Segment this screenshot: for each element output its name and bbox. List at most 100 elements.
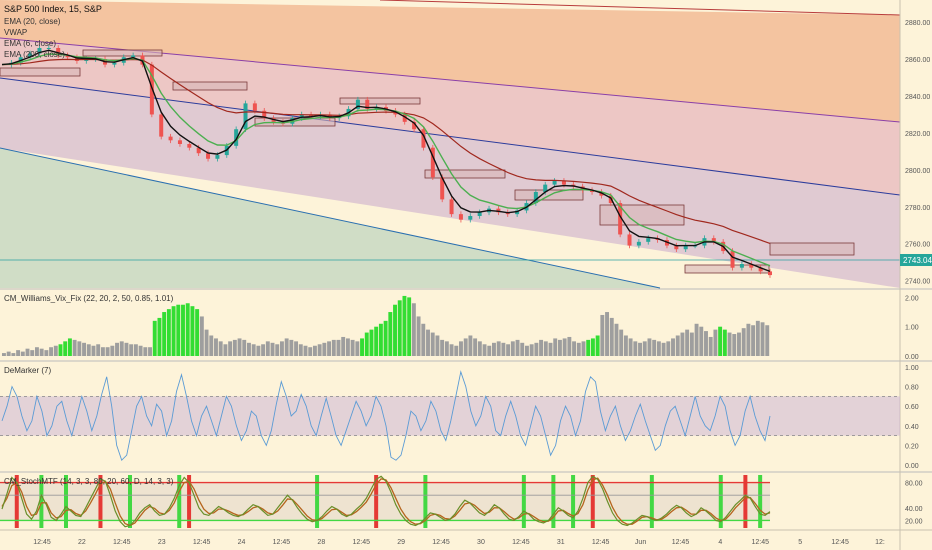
candle-body <box>168 136 173 141</box>
vix-bar <box>765 325 770 356</box>
overlay-vwap: VWAP <box>4 28 27 37</box>
vix-bar <box>157 317 162 356</box>
stoch-sell-signal <box>187 475 192 528</box>
vix-bar <box>402 295 407 356</box>
overlay-ema6: EMA (6, close) <box>4 39 56 48</box>
vix-bar <box>39 348 44 356</box>
candle-body <box>468 216 473 220</box>
candle-body <box>533 192 538 204</box>
stoch-panel-title: CM_StochMTF (14, 3, 3, 80, 20, 60, D, 14… <box>4 477 174 486</box>
overlay-ema200: EMA (200, close) <box>4 50 65 59</box>
vix-bar <box>214 338 218 356</box>
vix-bar <box>727 332 732 356</box>
price-axis: 2880.00 2860.00 2840.00 2820.00 2800.00 2780.… <box>905 20 930 285</box>
vix-bar <box>341 336 346 356</box>
time-tick-label: 12:45 <box>193 539 211 546</box>
vix-bar <box>67 338 72 356</box>
candle-body <box>252 103 257 111</box>
vix-bar <box>510 341 515 356</box>
vix-bar <box>539 339 544 356</box>
stoch-buy-signal <box>177 475 182 528</box>
vix-bar <box>737 332 741 356</box>
vix-bar <box>91 345 96 356</box>
vix-bar <box>199 316 204 356</box>
candle-body <box>46 48 51 49</box>
vix-bar <box>718 326 723 356</box>
vix-bar <box>746 323 751 356</box>
candle-body <box>299 114 304 119</box>
vix-bar <box>586 339 591 356</box>
vix-bar <box>704 331 708 356</box>
stoch-tick-label: 20.00 <box>905 518 923 525</box>
vix-bar <box>722 329 727 356</box>
stoch-sell-signal <box>374 475 379 528</box>
vix-bar <box>124 342 129 356</box>
price-tick-label: 2860.00 <box>905 57 930 64</box>
vix-bar <box>77 341 82 356</box>
vix-bar <box>152 320 157 356</box>
vix-bar <box>284 338 289 356</box>
candle-body <box>234 129 239 146</box>
price-lines <box>1 45 772 278</box>
demarker-tick-label: 0.40 <box>905 424 919 431</box>
vix-bar <box>557 339 562 356</box>
candle-body <box>515 210 520 215</box>
vix-bar <box>548 342 553 356</box>
vix-bar <box>298 344 303 356</box>
candle-body <box>683 245 688 250</box>
candle-body <box>112 62 117 65</box>
time-tick-label: 4 <box>718 539 722 546</box>
vix-bar <box>195 309 200 356</box>
vix-bar <box>265 341 270 356</box>
demarker-tick-label: 0.80 <box>905 385 919 392</box>
vix-bar <box>378 323 383 356</box>
vix-bar <box>44 350 49 356</box>
stoch-buy-signal <box>39 475 44 528</box>
vix-bar <box>20 351 25 356</box>
candle-body <box>159 114 164 137</box>
candle-body <box>37 48 42 54</box>
vix-bar <box>685 329 690 356</box>
vix-bar <box>148 347 152 356</box>
candle-body <box>711 238 716 242</box>
vix-bar <box>6 351 11 356</box>
vix-bar <box>623 335 628 356</box>
candle-body <box>440 177 445 200</box>
candle-body <box>365 99 370 109</box>
vix-bar <box>501 342 506 356</box>
vix-bar <box>115 342 119 356</box>
vwap-line <box>1 49 771 273</box>
candle-body <box>56 48 61 56</box>
candle-body <box>739 264 744 268</box>
vix-bar <box>732 334 737 356</box>
vix-bar <box>449 344 454 356</box>
vix-bar <box>242 339 247 356</box>
overlay-ema20: EMA (20, close) <box>4 17 61 26</box>
vix-bar <box>680 332 685 356</box>
stoch-band <box>0 482 770 521</box>
stoch-tick-label: 80.00 <box>905 481 923 488</box>
time-axis: 12:45 22 12:45 23 12:45 24 12:45 28 12:45 29 12:45… <box>33 539 885 546</box>
ema20-line <box>1 58 771 244</box>
vix-bar <box>275 344 280 356</box>
vix-bar <box>204 329 209 356</box>
vix-bar <box>534 342 539 356</box>
stoch-panel: 80.00 40.00 20.00 <box>0 475 923 528</box>
time-tick-label: 30 <box>477 539 485 546</box>
candle-body <box>590 190 595 192</box>
vix-bar <box>237 338 242 356</box>
vix-bar <box>713 329 718 356</box>
vix-bar <box>228 341 233 356</box>
vix-bar <box>133 344 138 356</box>
vix-bar <box>119 341 124 356</box>
vix-bar <box>96 344 101 356</box>
vix-bar <box>473 338 478 356</box>
stoch-sell-signal <box>98 475 103 528</box>
candle-body <box>458 214 463 220</box>
vix-bar <box>223 344 228 356</box>
vix-bar <box>407 297 412 356</box>
vix-bar <box>421 323 426 356</box>
candle-body <box>402 114 407 122</box>
vix-bar <box>25 348 30 356</box>
